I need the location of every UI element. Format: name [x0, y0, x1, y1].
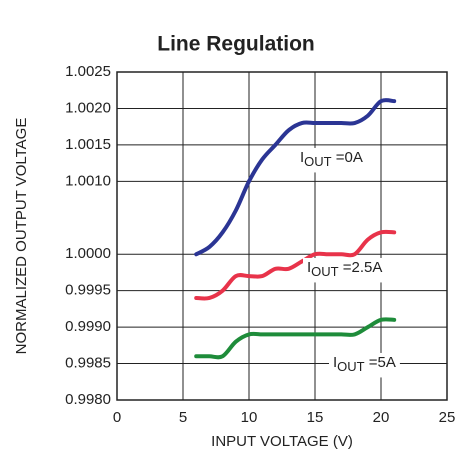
- annotation-text: I: [307, 259, 311, 276]
- x-tick-label: 20: [373, 409, 390, 426]
- x-tick-label: 25: [439, 409, 456, 426]
- y-tick-label: 1.0020: [65, 99, 111, 116]
- y-tick-label: 1.0015: [65, 136, 111, 153]
- x-tick-label: 15: [307, 409, 324, 426]
- y-tick-label: 0.9995: [65, 282, 111, 299]
- y-tick-label: 1.0025: [65, 63, 111, 80]
- y-tick-label: 1.0000: [65, 245, 111, 262]
- annotation-subscript: OUT: [337, 359, 365, 374]
- series-line: [194, 98, 397, 257]
- annotation-text: I: [333, 354, 337, 371]
- annotation-background: [329, 352, 400, 378]
- annotation-text: =0A: [332, 149, 363, 166]
- annotation-text: I: [300, 149, 304, 166]
- x-tick-label: 10: [241, 409, 258, 426]
- x-axis-title: INPUT VOLTAGE (V): [211, 433, 353, 450]
- y-tick-label: 0.9985: [65, 355, 111, 372]
- chart-title: Line Regulation: [157, 33, 315, 56]
- annotation-text: =5A: [365, 354, 396, 371]
- y-tick-label: 0.9990: [65, 318, 111, 335]
- series-line: [194, 317, 397, 360]
- annotation: IOUT =0A: [300, 149, 363, 169]
- annotation: IOUT =2.5A: [307, 259, 382, 279]
- annotation-background: [296, 147, 367, 173]
- y-tick-label: 1.0010: [65, 172, 111, 189]
- series-line: [194, 229, 397, 301]
- x-tick-label: 5: [179, 409, 187, 426]
- annotation-text: =2.5A: [339, 259, 383, 276]
- annotation-subscript: OUT: [304, 154, 332, 169]
- y-axis-title: NORMALIZED OUTPUT VOLTAGE: [13, 118, 30, 355]
- annotation-background: [303, 257, 387, 283]
- plot-frame: [116, 71, 448, 401]
- x-tick-label: 0: [113, 409, 121, 426]
- annotation-subscript: OUT: [311, 264, 339, 279]
- annotation: IOUT =5A: [333, 354, 396, 374]
- y-tick-label: 0.9980: [65, 391, 111, 408]
